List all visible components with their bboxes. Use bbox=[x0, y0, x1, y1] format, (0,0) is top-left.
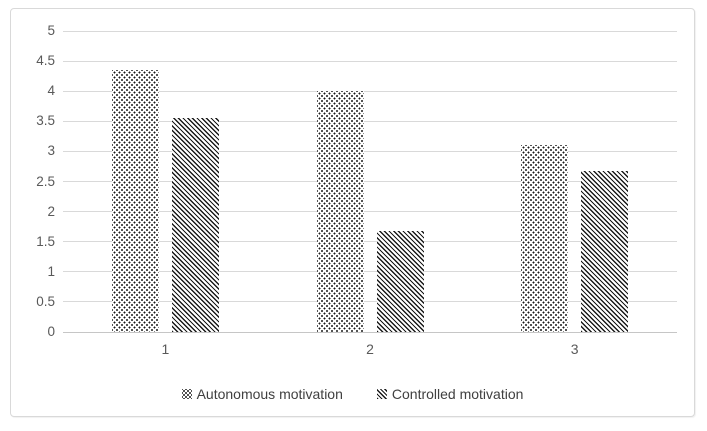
pattern-stripes-swatch-icon bbox=[376, 389, 387, 399]
x-axis-line bbox=[63, 331, 677, 333]
y-tick-label: 3 bbox=[47, 143, 55, 159]
y-tick-label: 0.5 bbox=[36, 294, 55, 310]
y-tick-label: 1.5 bbox=[36, 233, 55, 249]
bar-controlled-2 bbox=[376, 230, 424, 332]
legend: Autonomous motivation Controlled motivati… bbox=[11, 386, 694, 402]
x-tick-label-1: 1 bbox=[161, 341, 170, 357]
y-tick-label: 2.5 bbox=[36, 173, 55, 189]
bar-autonomous-3 bbox=[521, 145, 569, 332]
gridline bbox=[63, 150, 677, 152]
y-tick-label: 3.5 bbox=[36, 113, 55, 129]
gridline bbox=[63, 181, 677, 182]
bar-autonomous-2 bbox=[316, 91, 364, 332]
y-tick-label: 4 bbox=[47, 83, 55, 99]
y-tick-label: 4.5 bbox=[36, 53, 55, 69]
pattern-dots-swatch-icon bbox=[181, 389, 192, 399]
legend-entry-controlled: Controlled motivation bbox=[376, 386, 524, 402]
bar-controlled-1 bbox=[171, 118, 219, 332]
gridline bbox=[63, 211, 677, 213]
x-tick-label-3: 3 bbox=[570, 341, 579, 357]
legend-label: Autonomous motivation bbox=[196, 386, 343, 402]
bar-group-3 bbox=[472, 31, 677, 332]
bar-chart: 5 4.5 4 3.5 3 2.5 2 1.5 1 0.5 0 1 2 3 Autonomous mot… bbox=[10, 8, 695, 417]
bar-groups bbox=[63, 31, 677, 332]
y-tick-label: 0 bbox=[47, 324, 55, 340]
bar-group-1 bbox=[63, 31, 268, 332]
bar-autonomous-1 bbox=[111, 70, 159, 332]
gridline bbox=[63, 120, 677, 122]
y-tick-label: 2 bbox=[47, 203, 55, 219]
gridline bbox=[63, 241, 677, 243]
y-tick-label: 5 bbox=[47, 23, 55, 39]
gridline bbox=[63, 30, 677, 32]
plot-area: 5 4.5 4 3.5 3 2.5 2 1.5 1 0.5 0 bbox=[36, 23, 677, 339]
legend-label: Controlled motivation bbox=[391, 386, 524, 402]
gridline bbox=[63, 271, 677, 273]
bar-group-2 bbox=[268, 31, 473, 332]
y-tick-label: 1 bbox=[47, 263, 55, 279]
gridline bbox=[63, 60, 677, 62]
gridline bbox=[63, 301, 677, 303]
bar-controlled-3 bbox=[581, 170, 629, 332]
x-axis: 1 2 3 bbox=[63, 341, 677, 357]
x-tick-label-2: 2 bbox=[366, 341, 374, 357]
legend-entry-autonomous: Autonomous motivation bbox=[181, 386, 343, 402]
gridline bbox=[63, 90, 677, 92]
